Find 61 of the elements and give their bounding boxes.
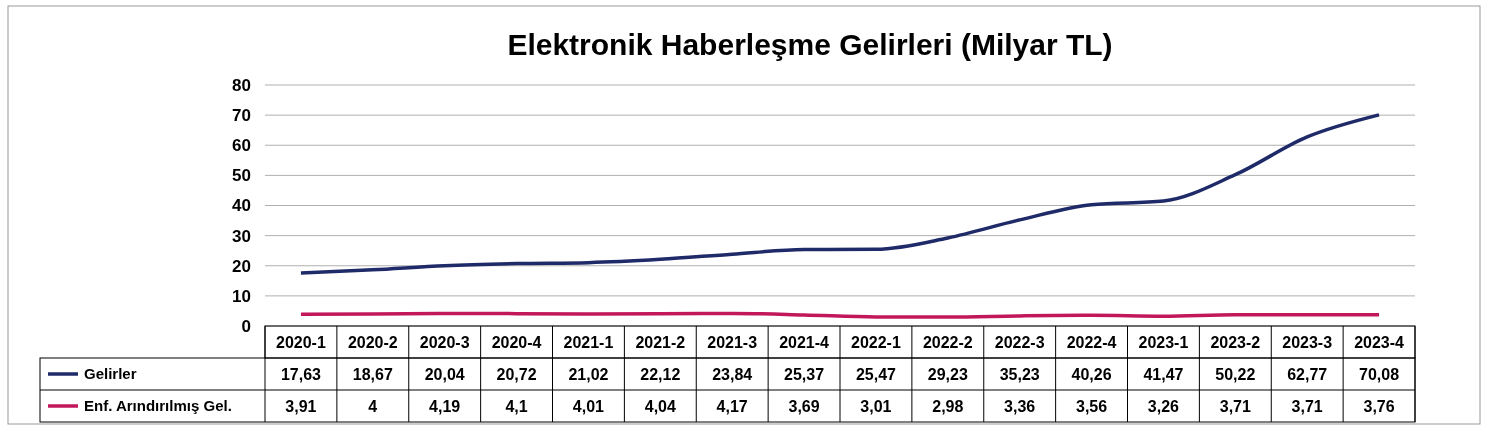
data-label: 4,01 [572, 398, 605, 415]
y-tick-label: 30 [232, 226, 251, 246]
y-tick-label: 60 [232, 136, 251, 156]
data-label: 3,01 [860, 398, 892, 415]
y-tick-label: 0 [241, 316, 251, 336]
data-label: 50,22 [1215, 366, 1256, 383]
x-tick-label: 2020-3 [419, 334, 470, 351]
data-label: 3,91 [285, 398, 317, 415]
data-label: 3,26 [1147, 398, 1180, 415]
chart-title: Elektronik Haberleşme Gelirleri (Milyar TL) [507, 28, 1113, 61]
data-label: 20,04 [424, 366, 465, 383]
data-label: 4 [368, 398, 378, 415]
data-label: 17,63 [280, 366, 322, 383]
data-label: 35,23 [999, 366, 1040, 383]
line-series [299, 113, 1381, 275]
data-label: 3,69 [788, 398, 820, 415]
data-label: 3,71 [1291, 398, 1323, 415]
x-tick-label: 2022-3 [994, 334, 1045, 351]
data-label: 18,67 [352, 366, 393, 383]
x-tick-label: 2020-1 [276, 334, 326, 351]
data-label: 22,12 [640, 366, 681, 383]
data-label: 20,72 [496, 366, 537, 383]
data-label: 3,36 [1004, 398, 1036, 415]
x-tick-label: 2023-2 [1210, 334, 1261, 351]
x-tick-label: 2023-1 [1138, 334, 1189, 351]
data-label: 40,26 [1071, 366, 1112, 383]
x-tick-label: 2022-2 [922, 334, 973, 351]
y-tick-label: 70 [232, 106, 251, 126]
x-tick-label: 2021-4 [779, 334, 830, 351]
legend-label: Gelirler [84, 365, 137, 382]
data-label: 4,04 [644, 398, 676, 415]
data-label: 70,08 [1359, 366, 1400, 383]
data-label: 3,56 [1075, 398, 1108, 415]
x-tick-label: 2022-1 [851, 334, 901, 351]
data-label: 41,47 [1143, 366, 1184, 383]
x-tick-label: 2021-3 [707, 334, 758, 351]
data-label: 25,47 [855, 366, 897, 383]
data-label: 3,71 [1219, 398, 1251, 415]
x-tick-label: 2020-2 [347, 334, 398, 351]
x-tick-label: 2021-1 [563, 334, 614, 351]
data-label: 25,37 [784, 366, 825, 383]
data-label: 4,17 [716, 398, 748, 415]
data-label: 4,1 [505, 398, 528, 415]
x-tick-label: 2023-3 [1282, 334, 1333, 351]
legend-label: Enf. Arındırılmış Gel. [84, 397, 232, 414]
y-tick-label: 10 [232, 286, 251, 306]
data-label: 62,77 [1287, 366, 1328, 383]
data-label: 21,02 [568, 366, 609, 383]
y-tick-label: 20 [232, 256, 251, 276]
data-label: 2,98 [932, 398, 964, 415]
data-label: 29,23 [927, 366, 968, 383]
data-label: 3,76 [1363, 398, 1395, 415]
x-tick-label: 2020-4 [491, 334, 542, 351]
data-label: 4,19 [429, 398, 461, 415]
x-tick-label: 2023-4 [1354, 334, 1405, 351]
data-label: 23,84 [712, 366, 753, 383]
y-tick-label: 50 [232, 166, 251, 186]
x-tick-label: 2021-2 [635, 334, 686, 351]
x-tick-label: 2022-4 [1066, 334, 1117, 351]
y-tick-label: 80 [232, 75, 251, 95]
y-tick-label: 40 [232, 196, 251, 216]
